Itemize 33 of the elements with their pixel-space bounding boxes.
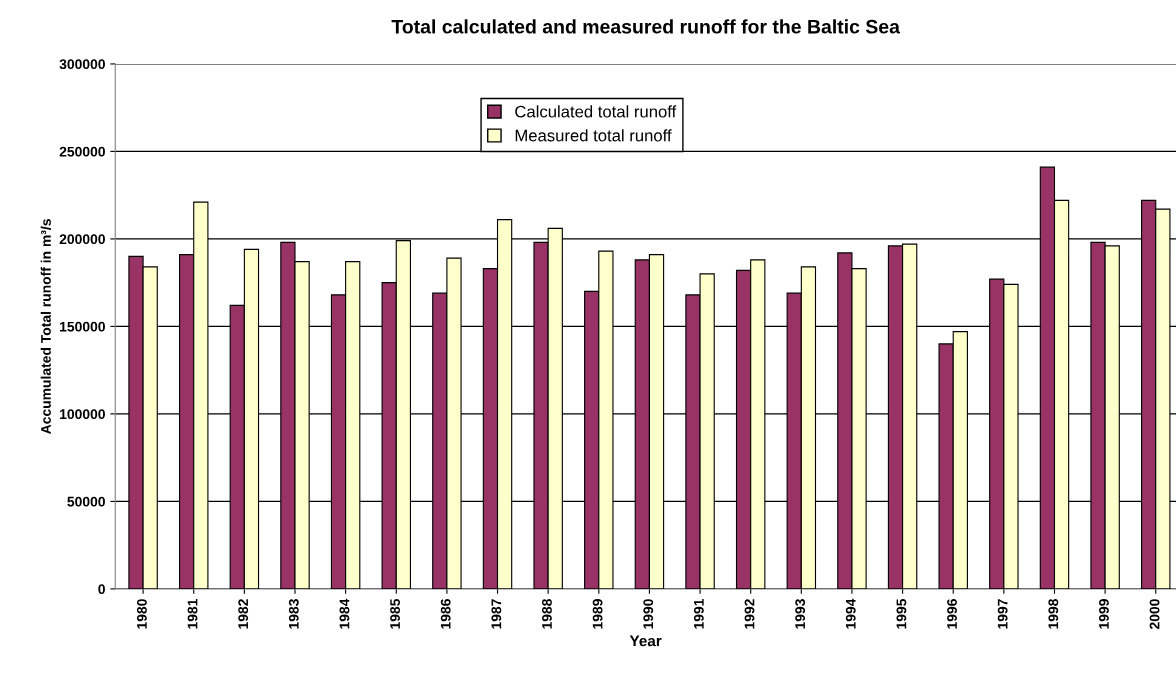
y-tick-label: 50000 xyxy=(67,496,105,507)
x-tick-label: 1993 xyxy=(795,599,806,629)
chart-title: Total calculated and measured runoff for the Baltic Sea xyxy=(391,19,901,34)
y-tick-label: 150000 xyxy=(60,321,105,332)
y-tick-label: 0 xyxy=(98,584,105,595)
x-tick-label: 1991 xyxy=(693,598,704,629)
y-tick-label: 100000 xyxy=(60,409,105,420)
x-tick-label: 1992 xyxy=(744,599,755,629)
x-tick-label: 1998 xyxy=(1048,599,1059,629)
x-tick-label: 2000 xyxy=(1149,599,1160,630)
legend-label: Calculated total runoff xyxy=(515,105,677,118)
y-tick-label: 250000 xyxy=(59,146,105,157)
x-tick-label: 1989 xyxy=(592,599,603,629)
x-tick-label: 1986 xyxy=(440,599,451,629)
x-tick-label: 1981 xyxy=(187,598,198,629)
x-tick-label: 1999 xyxy=(1099,599,1109,629)
x-tick-label: 1987 xyxy=(491,599,502,629)
legend-label: Measured total runoff xyxy=(515,129,672,142)
y-tick-label: 200000 xyxy=(59,234,105,245)
x-tick-label: 1990 xyxy=(643,599,654,629)
x-tick-label: 1985 xyxy=(390,598,400,629)
y-axis-title: Accumulated Total runoff in m³/s xyxy=(40,219,52,434)
x-tick-label: 1988 xyxy=(542,599,552,629)
x-axis-title: Year xyxy=(629,635,662,647)
x-tick-label: 1996 xyxy=(947,599,957,629)
x-tick-label: 1995 xyxy=(896,598,907,629)
x-tick-label: 1984 xyxy=(339,598,350,629)
x-tick-label: 1994 xyxy=(845,598,856,629)
x-tick-label: 1983 xyxy=(288,599,299,629)
x-tick-label: 1997 xyxy=(997,599,1008,629)
y-tick-label: 300000 xyxy=(59,59,105,70)
x-tick-label: 1982 xyxy=(238,599,249,629)
x-tick-label: 1980 xyxy=(136,599,147,629)
